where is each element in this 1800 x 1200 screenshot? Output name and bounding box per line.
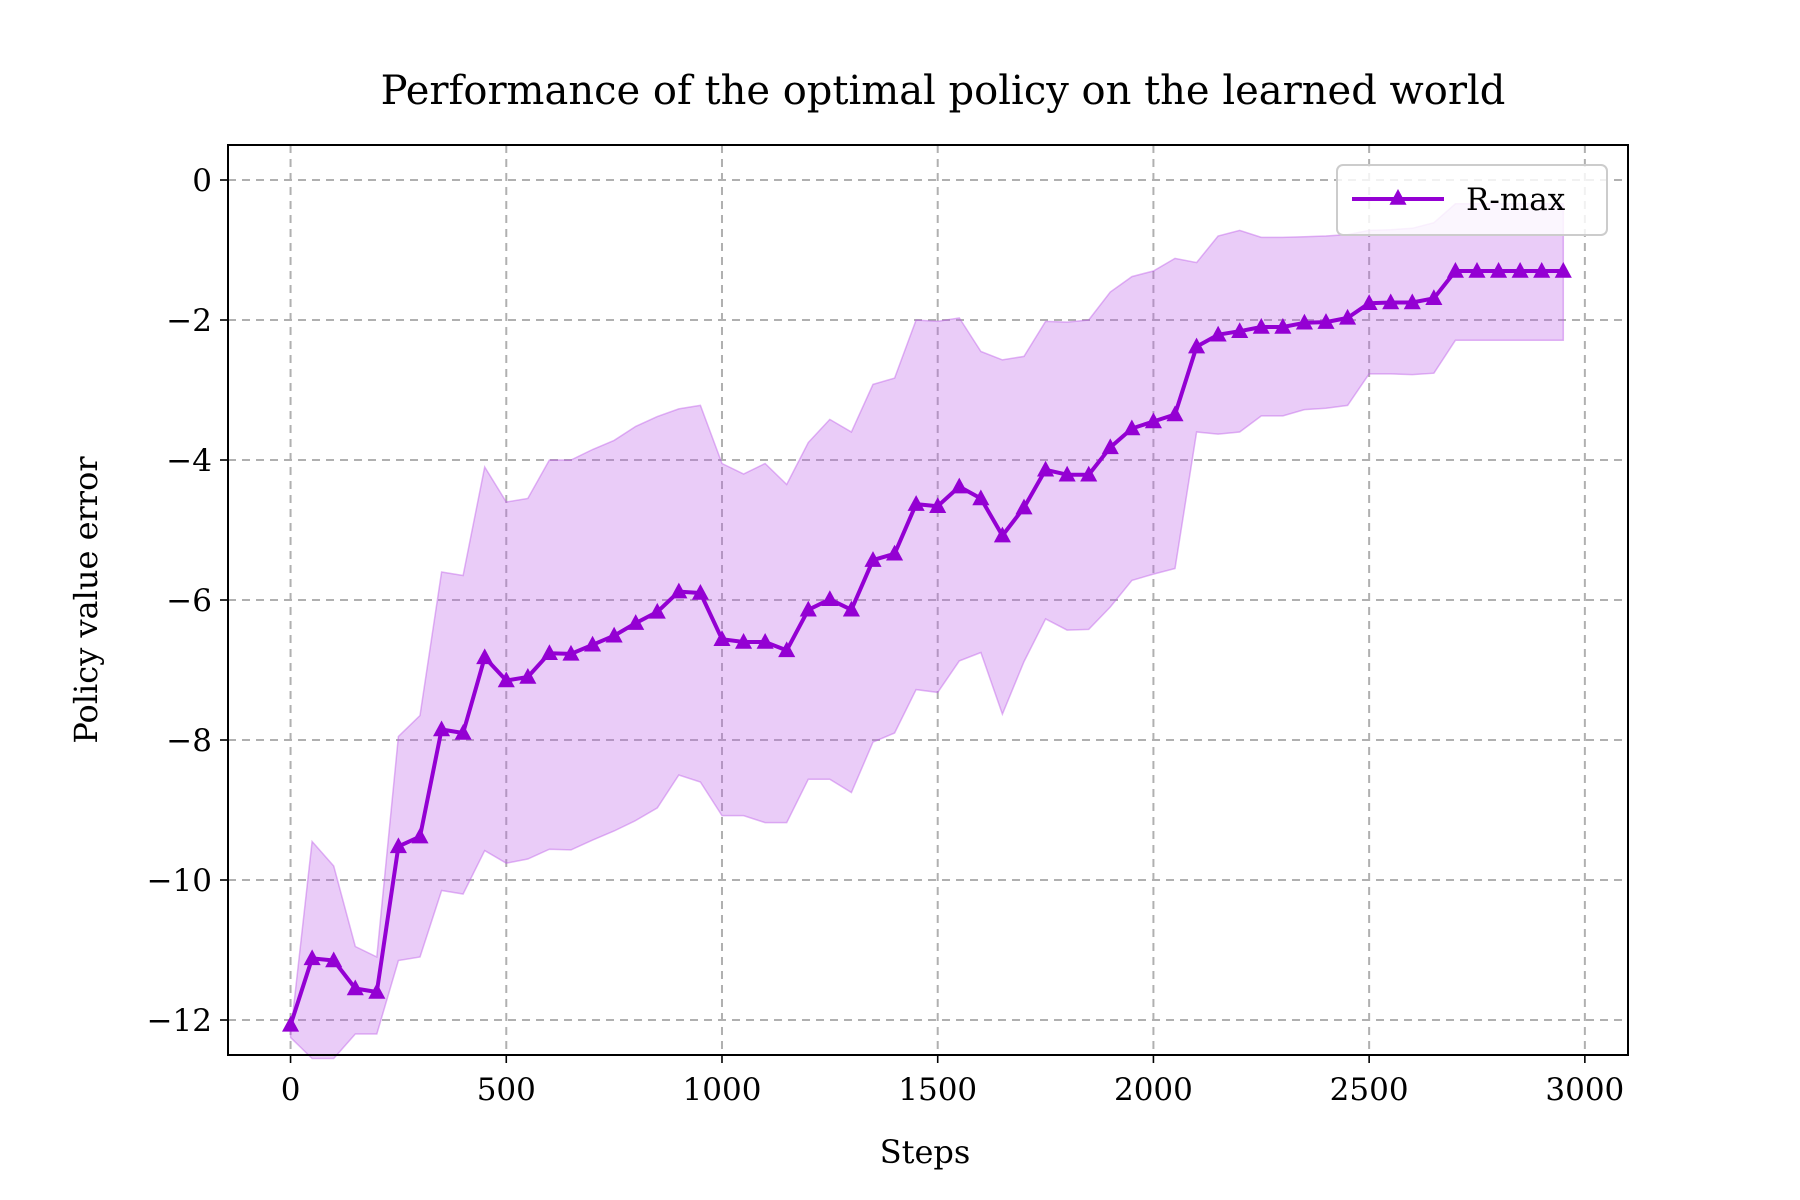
data-point-marker [691,584,709,600]
x-tick-label: 0 [281,1072,301,1108]
data-point-marker [1231,322,1249,338]
data-point-marker [1533,262,1551,278]
confidence-band-area [289,203,1565,1060]
data-point-marker [1317,313,1335,329]
data-point-marker [411,827,429,844]
data-point-marker [1188,337,1206,354]
data-point-marker [842,600,860,617]
legend-label-r-max: R-max [1466,182,1566,218]
x-tick-label: 3000 [1545,1072,1624,1108]
data-point-marker [562,644,580,661]
series-line-r-max [288,269,1564,1026]
data-point-marker [605,626,623,643]
data-point-marker [1339,308,1357,325]
grid [228,145,1628,1055]
data-point-marker [303,949,321,966]
x-axis-ticks: 0 500 1000 1500 2000 2500 3000 [281,1055,1624,1108]
data-point-marker [1101,438,1119,455]
data-point-marker [778,641,796,658]
data-point-marker [1166,405,1184,422]
data-point-marker [1468,262,1486,278]
y-tick-label: −10 [147,863,212,899]
data-point-marker [1425,289,1443,306]
series-markers [282,262,1572,1032]
data-point-marker [864,551,882,567]
data-point-marker [368,983,386,999]
data-point-marker [519,668,537,684]
data-point-marker [497,671,515,688]
data-point-marker [972,489,990,506]
data-point-marker [1080,465,1098,482]
data-point-marker [1490,262,1508,278]
y-tick-label: −8 [166,723,212,759]
confidence-band [289,203,1565,1060]
chart-title: Performance of the optimal policy on the… [381,68,1506,114]
legend: R-max [1336,164,1608,236]
data-point-marker [756,633,774,649]
data-point-marker [1037,460,1055,477]
data-point-marker [950,477,968,494]
y-tick-label: −6 [166,583,212,619]
data-point-marker [1015,498,1033,515]
y-tick-label: 0 [192,163,212,199]
x-tick-label: 1000 [683,1072,762,1108]
data-point-marker [1274,318,1292,334]
data-point-marker [1123,419,1141,436]
data-point-marker [325,951,343,968]
y-tick-label: −4 [166,443,212,479]
data-point-marker [886,544,904,561]
data-point-marker [821,590,839,607]
data-point-marker [1554,262,1572,278]
data-point-marker [993,526,1011,543]
data-point-marker [1403,293,1421,310]
data-point-marker [584,635,602,652]
y-axis-label: Policy value error [67,456,105,744]
data-point-marker [1446,262,1464,278]
data-point-marker [346,979,364,996]
data-point-marker [735,633,753,649]
data-point-marker [1360,294,1378,310]
data-point-marker [1295,313,1313,330]
data-point-marker [713,630,731,646]
x-tick-label: 2000 [1114,1072,1193,1108]
y-tick-label: −12 [147,1003,212,1039]
data-point-marker [1209,325,1227,342]
data-point-marker [1058,465,1076,482]
data-point-marker [799,600,817,617]
data-point-marker [670,582,688,599]
data-point-marker [1382,293,1400,310]
y-tick-label: −2 [166,303,212,339]
data-point-marker [627,614,645,630]
data-point-marker [389,837,407,854]
x-tick-label: 500 [477,1072,536,1108]
data-point-marker [540,644,558,660]
data-point-marker [454,724,472,740]
x-tick-label: 2500 [1330,1072,1409,1108]
data-point-marker [1252,318,1270,334]
series-lines [288,269,1564,1026]
legend-box [1336,164,1608,236]
data-point-marker [907,495,925,511]
x-tick-label: 1500 [898,1072,977,1108]
data-point-marker [929,497,947,513]
data-point-marker [282,1015,300,1032]
data-point-marker [1511,262,1529,278]
data-point-marker [433,720,451,737]
data-point-marker [1144,412,1162,429]
data-point-marker [648,602,666,619]
data-point-marker [476,648,494,665]
legend-triangle-marker [1389,189,1407,205]
x-axis-label: Steps [880,1133,971,1171]
y-axis-ticks: 0 −2 −4 −6 −8 −10 −12 [147,163,228,1039]
